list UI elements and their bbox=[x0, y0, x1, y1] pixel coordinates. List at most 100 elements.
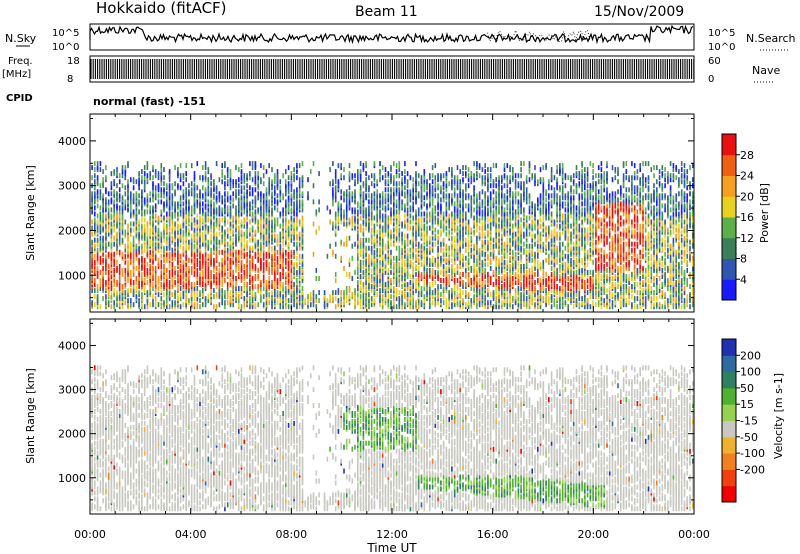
power-cell bbox=[434, 233, 437, 239]
power-cell bbox=[127, 183, 129, 189]
power-cell bbox=[442, 263, 445, 269]
power-cell bbox=[318, 207, 320, 213]
power-cell bbox=[262, 181, 265, 187]
power-cell bbox=[279, 263, 282, 269]
power-cell bbox=[224, 255, 226, 261]
power-cell bbox=[429, 282, 431, 287]
power-cell bbox=[94, 259, 96, 265]
power-cell bbox=[442, 181, 445, 187]
power-cell bbox=[193, 205, 196, 211]
power-cell bbox=[348, 217, 351, 223]
power-cell bbox=[368, 209, 370, 215]
power-cell bbox=[404, 161, 406, 167]
power-cell bbox=[365, 271, 367, 277]
power-cell bbox=[154, 225, 157, 231]
power-cell bbox=[254, 175, 257, 181]
power-cell bbox=[141, 243, 143, 249]
power-cell bbox=[370, 199, 373, 205]
power-cell bbox=[113, 189, 115, 195]
power-cell bbox=[257, 175, 259, 181]
power-cell bbox=[282, 251, 284, 257]
power-cell bbox=[359, 247, 362, 253]
power-cell bbox=[246, 251, 248, 257]
power-cell bbox=[132, 197, 135, 203]
power-cell bbox=[298, 181, 301, 187]
power-cell bbox=[196, 213, 199, 219]
power-cell bbox=[453, 243, 456, 249]
power-cell bbox=[240, 203, 243, 209]
power-cell bbox=[251, 191, 254, 197]
power-cell bbox=[473, 243, 475, 249]
power-cell bbox=[179, 263, 182, 269]
power-cell bbox=[285, 304, 287, 310]
power-cell bbox=[132, 185, 135, 191]
power-cell bbox=[345, 221, 348, 227]
power-cell bbox=[138, 257, 140, 263]
power-cell bbox=[268, 189, 270, 195]
power-cell bbox=[243, 296, 246, 302]
power-cell bbox=[265, 229, 268, 235]
power-cell bbox=[226, 233, 229, 239]
power-cell bbox=[213, 267, 215, 273]
power-cell bbox=[307, 195, 309, 201]
power-cell bbox=[113, 241, 115, 247]
power-cell bbox=[257, 195, 259, 201]
power-cell bbox=[290, 259, 293, 265]
power-cell bbox=[285, 286, 287, 291]
power-cell bbox=[301, 237, 304, 243]
power-cell bbox=[202, 225, 204, 231]
power-cell bbox=[116, 245, 118, 251]
power-cell bbox=[470, 235, 473, 241]
power-cell bbox=[221, 276, 223, 281]
power-cell bbox=[132, 284, 135, 289]
power-cell bbox=[467, 183, 470, 189]
power-cell bbox=[423, 201, 426, 207]
power-cell bbox=[345, 298, 348, 304]
power-cell bbox=[384, 282, 387, 287]
power-cell bbox=[105, 175, 107, 181]
power-cell bbox=[440, 197, 442, 203]
power-cell bbox=[143, 257, 146, 263]
power-cell bbox=[94, 253, 96, 259]
power-cell bbox=[445, 171, 448, 177]
power-cell bbox=[495, 177, 497, 183]
power-cell bbox=[345, 271, 348, 277]
power-cell bbox=[442, 173, 445, 179]
power-cell bbox=[379, 302, 381, 308]
power-cell bbox=[246, 257, 248, 263]
power-cell bbox=[498, 223, 500, 229]
power-cell bbox=[215, 245, 218, 251]
power-cell bbox=[271, 245, 273, 251]
power-cell bbox=[218, 288, 221, 294]
power-cell bbox=[152, 302, 154, 308]
power-cell bbox=[301, 261, 304, 267]
power-cell bbox=[489, 183, 492, 189]
power-cell bbox=[395, 163, 398, 169]
power-cell bbox=[467, 251, 470, 257]
power-cell bbox=[376, 199, 378, 205]
power-cell bbox=[334, 278, 337, 283]
power-cell bbox=[221, 249, 223, 255]
power-cell bbox=[254, 292, 257, 298]
power-cell bbox=[370, 215, 373, 221]
power-cell bbox=[285, 179, 287, 185]
power-cell bbox=[130, 302, 132, 308]
power-cell bbox=[138, 181, 140, 187]
power-cell bbox=[190, 233, 193, 239]
power-cell bbox=[301, 286, 304, 291]
power-cell bbox=[94, 267, 96, 273]
power-cell bbox=[238, 219, 240, 225]
power-cell bbox=[285, 271, 287, 277]
power-cell bbox=[315, 304, 318, 310]
power-cell bbox=[274, 245, 276, 251]
power-cell bbox=[238, 294, 240, 300]
power-cell bbox=[168, 304, 171, 310]
power-cell bbox=[182, 235, 185, 241]
date-title: 15/Nov/2009 bbox=[594, 4, 684, 20]
power-cell bbox=[182, 259, 185, 265]
power-cell bbox=[293, 217, 295, 223]
power-cell bbox=[332, 191, 334, 197]
power-cell bbox=[359, 223, 362, 229]
power-cell bbox=[260, 233, 262, 239]
power-cell bbox=[177, 233, 179, 239]
